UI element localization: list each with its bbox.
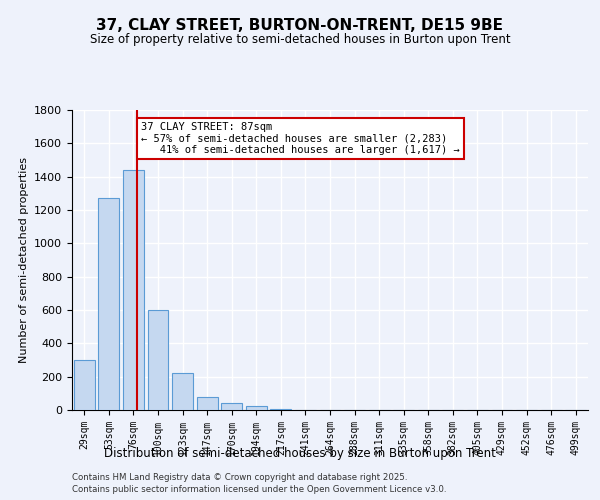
Bar: [98, 198, 119, 410]
Text: Contains HM Land Registry data © Crown copyright and database right 2025.: Contains HM Land Registry data © Crown c…: [72, 472, 407, 482]
Bar: [148, 310, 169, 410]
Text: 37 CLAY STREET: 87sqm
← 57% of semi-detached houses are smaller (2,283)
   41% o: 37 CLAY STREET: 87sqm ← 57% of semi-deta…: [141, 122, 460, 155]
Text: 37, CLAY STREET, BURTON-ON-TRENT, DE15 9BE: 37, CLAY STREET, BURTON-ON-TRENT, DE15 9…: [97, 18, 503, 32]
Bar: [221, 404, 242, 410]
Bar: [197, 396, 218, 410]
Text: Contains public sector information licensed under the Open Government Licence v3: Contains public sector information licen…: [72, 485, 446, 494]
Bar: [271, 409, 292, 410]
Text: Distribution of semi-detached houses by size in Burton upon Trent: Distribution of semi-detached houses by …: [104, 448, 496, 460]
Bar: [246, 406, 267, 410]
Text: Size of property relative to semi-detached houses in Burton upon Trent: Size of property relative to semi-detach…: [89, 32, 511, 46]
Bar: [172, 372, 193, 410]
Bar: [123, 170, 144, 410]
Bar: [74, 360, 95, 410]
Y-axis label: Number of semi-detached properties: Number of semi-detached properties: [19, 157, 29, 363]
